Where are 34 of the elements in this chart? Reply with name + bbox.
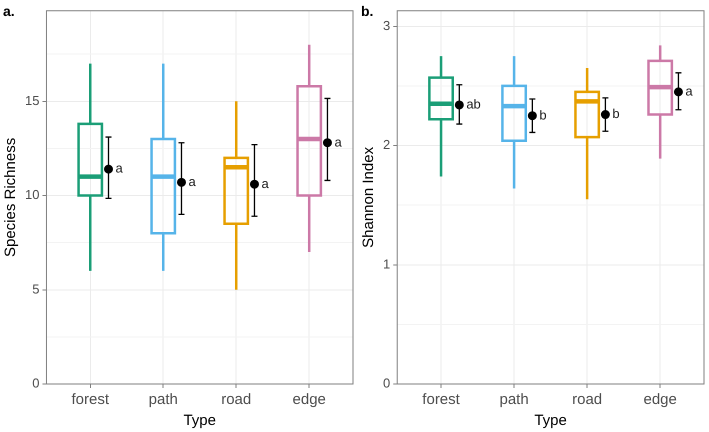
data-label: a	[261, 176, 270, 191]
y-tick-label: 1	[382, 256, 390, 272]
y-tick-label: 15	[24, 92, 40, 108]
data-label: a	[188, 174, 196, 189]
data-label: a	[334, 134, 342, 150]
y-tick-label: 0	[32, 376, 40, 391]
y-tick-label: 3	[382, 18, 390, 33]
data-label: b	[612, 106, 620, 122]
x-tick-label: edge	[292, 391, 326, 408]
x-tick-label: forest	[71, 391, 110, 408]
x-axis-title: Type	[534, 412, 567, 430]
x-axis-title: Type	[183, 412, 216, 430]
point	[176, 178, 186, 187]
x-tick-label: forest	[422, 391, 461, 408]
data-label: a	[685, 83, 694, 98]
y-tick-label: 2	[382, 137, 390, 152]
data-label: ab	[466, 96, 481, 112]
point	[104, 164, 113, 174]
chart-title: b.	[361, 2, 374, 19]
data-label: a	[116, 160, 124, 176]
y-axis-title: Species Richness	[2, 138, 20, 258]
chart-title: a.	[3, 2, 15, 19]
point	[322, 138, 332, 148]
x-tick-label: road	[572, 391, 602, 408]
x-tick-label: edge	[643, 391, 677, 408]
y-tick-label: 0	[382, 376, 390, 391]
y-tick-label: 5	[32, 281, 40, 296]
x-tick-label: path	[499, 391, 529, 408]
x-tick-label: path	[148, 391, 178, 408]
x-tick-label: road	[221, 391, 252, 408]
data-label: b	[539, 107, 547, 122]
y-tick-label: 10	[24, 187, 40, 202]
point	[250, 180, 259, 189]
y-axis-title: Shannon Index	[360, 146, 378, 248]
